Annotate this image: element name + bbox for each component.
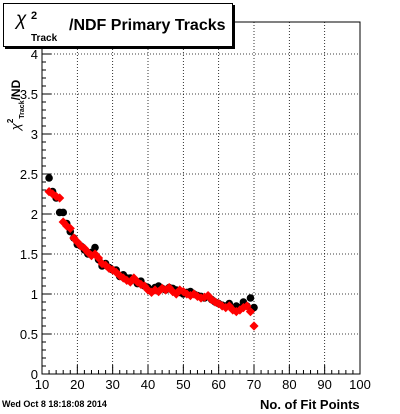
ylabel-chi-symbol: χ: [8, 123, 23, 131]
grid-layer: [42, 22, 360, 374]
data-point-red: [203, 291, 213, 301]
y-tick-label: 3: [31, 127, 38, 142]
data-point-red: [83, 247, 93, 257]
data-point-red: [207, 295, 217, 305]
title-chi-symbol: χ: [16, 9, 27, 30]
data-point-red: [104, 263, 114, 273]
ylabel-text: /ND: [9, 79, 23, 101]
data-point-red: [146, 287, 157, 297]
data-point-black: [59, 208, 67, 217]
data-point-red: [136, 279, 146, 289]
y-tick-label: 0.5: [20, 327, 38, 342]
data-point-black: [246, 294, 255, 302]
title-superscript: 2: [31, 10, 38, 22]
y-axis-label: χ2 Track/ND: [6, 80, 26, 131]
data-point-red: [55, 193, 65, 203]
y-tick-label: 3.5: [20, 87, 38, 102]
data-point-red: [48, 189, 58, 199]
data-point-red: [164, 283, 174, 293]
data-point-red: [178, 287, 188, 297]
data-point-red: [168, 287, 178, 297]
data-point-red: [245, 307, 256, 317]
x-tick-label: 40: [141, 377, 155, 392]
plot-frame: [41, 21, 361, 375]
x-axis-label: No. of Fit Points: [260, 397, 360, 412]
x-tick-label: 100: [349, 377, 371, 392]
x-tick-label: 70: [247, 377, 261, 392]
y-tick-label: 1.5: [20, 247, 38, 262]
data-point-red: [76, 241, 86, 251]
axis-layer: [41, 21, 361, 375]
ylabel-subscript: Track: [19, 100, 26, 119]
data-point-red: [249, 321, 259, 331]
x-tick-label: 30: [105, 377, 119, 392]
y-tick-label: 2: [31, 207, 38, 222]
marker-layer: [44, 174, 259, 331]
tick-label-layer: 10 20 30 40 50 60 70 80 90 100 0 0.5 1 1.5 2 2.5 3 3.5 4: [20, 47, 371, 392]
data-point-red: [231, 307, 241, 317]
y-tick-label: 4: [31, 47, 38, 62]
data-point-red: [65, 223, 75, 233]
data-point-red: [199, 292, 210, 302]
data-point-red: [157, 283, 167, 293]
data-point-red: [115, 271, 125, 281]
x-tick-label: 60: [211, 377, 225, 392]
title-text: /NDF Primary Tracks: [69, 17, 226, 34]
y-tick-label: 1: [31, 287, 38, 302]
data-point-red: [97, 259, 107, 269]
data-point-black: [91, 243, 99, 252]
ylabel-superscript: 2: [6, 118, 15, 124]
y-axis-label-container: χ2 Track/ND: [5, 60, 27, 150]
data-point-red: [192, 291, 203, 301]
data-point-red: [185, 291, 195, 301]
data-point-red: [238, 303, 248, 313]
y-tick-label: 0: [31, 367, 38, 382]
x-tick-label: 90: [317, 377, 331, 392]
data-point-red: [154, 287, 164, 297]
title-subscript: Track: [31, 33, 58, 44]
data-point-red: [221, 303, 231, 313]
data-point-red: [122, 275, 132, 285]
x-tick-label: 80: [282, 377, 296, 392]
x-tick-label: 20: [70, 377, 84, 392]
timestamp: Wed Oct 8 18:18:08 2014: [2, 399, 107, 409]
x-tick-label: 50: [176, 377, 190, 392]
chart-title: χ 2 Track /NDF Primary Tracks: [3, 3, 233, 47]
data-point-black: [45, 174, 53, 182]
data-point-red: [111, 267, 121, 277]
x-tick-label: 10: [35, 377, 49, 392]
y-tick-label: 2.5: [20, 167, 38, 182]
data-point-red: [214, 299, 224, 309]
